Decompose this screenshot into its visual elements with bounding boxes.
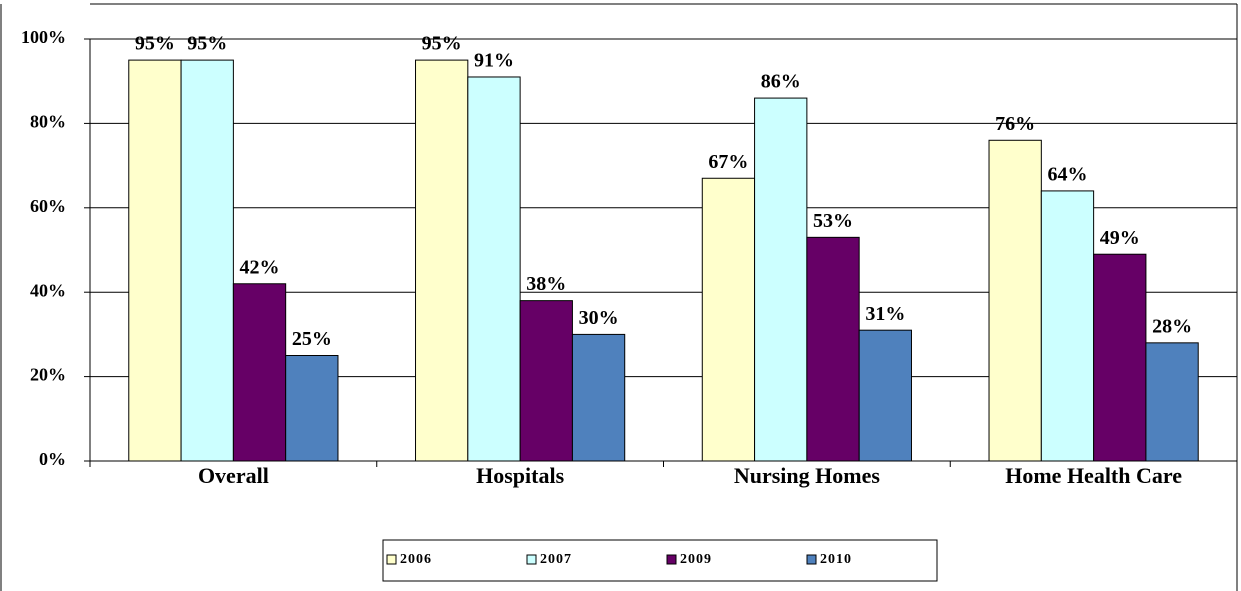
value-label: 42% xyxy=(240,256,280,278)
bar xyxy=(285,355,339,462)
value-label: 30% xyxy=(579,307,619,329)
bar xyxy=(858,329,912,462)
y-tick-label: 80% xyxy=(30,112,66,132)
bar xyxy=(806,236,860,462)
bar xyxy=(415,59,469,462)
y-tick-label: 0% xyxy=(39,449,66,469)
x-tick-label: Nursing Homes xyxy=(734,463,881,488)
legend-swatch xyxy=(666,554,677,565)
bar xyxy=(180,59,234,462)
value-label: 95% xyxy=(187,33,227,55)
bar xyxy=(754,97,808,462)
bar xyxy=(467,76,521,462)
bar xyxy=(1145,342,1199,462)
legend-swatch xyxy=(806,554,817,565)
y-tick-label: 40% xyxy=(30,280,66,300)
value-label: 95% xyxy=(135,33,175,55)
bar xyxy=(232,283,287,462)
value-label: 86% xyxy=(761,71,801,93)
bar xyxy=(519,300,573,462)
value-label: 25% xyxy=(292,328,332,350)
y-tick-label: 100% xyxy=(21,27,66,47)
value-label: 91% xyxy=(474,50,514,72)
value-label: 64% xyxy=(1047,164,1087,186)
x-tick-label: Hospitals xyxy=(476,463,564,488)
bar xyxy=(1040,190,1095,462)
bar xyxy=(128,59,182,462)
value-label: 76% xyxy=(995,113,1035,135)
value-label: 53% xyxy=(813,210,853,232)
legend-swatch xyxy=(526,554,537,565)
legend-box xyxy=(382,539,938,582)
bar xyxy=(571,333,626,462)
legend-label: 2007 xyxy=(540,552,572,567)
value-label: 67% xyxy=(708,151,748,173)
bar xyxy=(701,177,756,462)
legend-label: 2006 xyxy=(400,552,432,567)
legend-label: 2009 xyxy=(680,552,712,567)
y-tick-label: 60% xyxy=(30,196,66,216)
x-tick-label: Home Health Care xyxy=(1005,463,1182,488)
x-tick-label: Overall xyxy=(198,463,269,488)
bar xyxy=(1093,253,1147,462)
legend-label: 2010 xyxy=(820,552,852,567)
value-label: 95% xyxy=(422,33,462,55)
value-label: 31% xyxy=(865,303,905,325)
y-tick-label: 20% xyxy=(30,365,66,385)
legend-swatch xyxy=(386,554,397,565)
value-label: 49% xyxy=(1100,227,1140,249)
value-label: 38% xyxy=(526,273,566,295)
value-label: 28% xyxy=(1152,315,1192,337)
bar xyxy=(988,139,1042,462)
